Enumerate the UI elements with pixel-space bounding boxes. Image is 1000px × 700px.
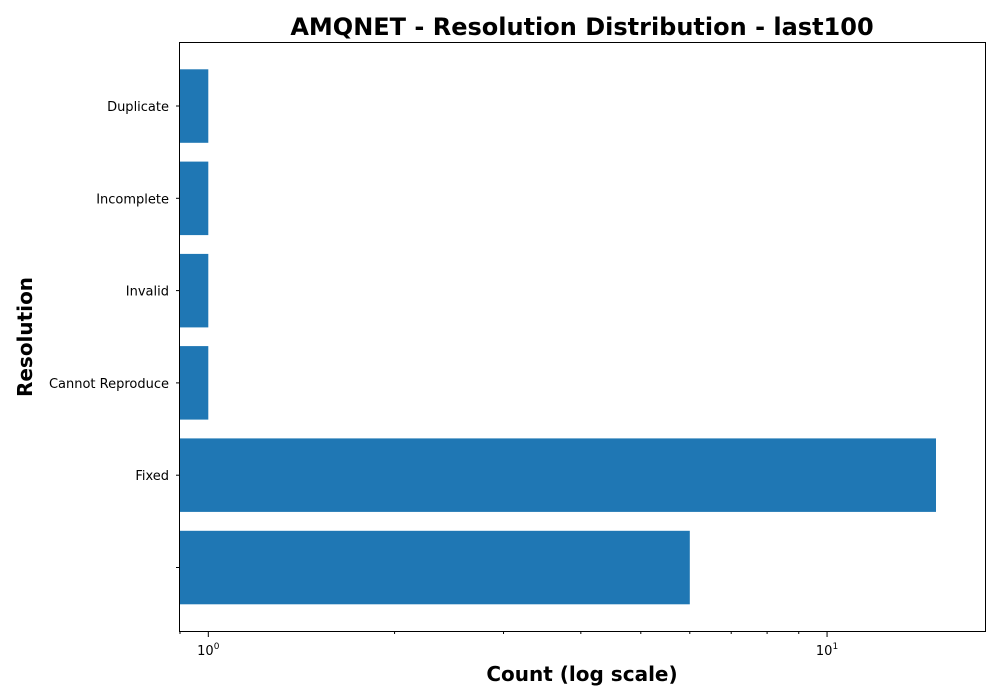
plot-frame xyxy=(179,42,986,632)
x-tick-label-0: 100 xyxy=(197,642,220,659)
bar-1 xyxy=(180,438,936,512)
y-tick-label-2: Cannot Reproduce xyxy=(49,377,169,392)
y-tick-label-5: Duplicate xyxy=(107,100,169,115)
bar-4 xyxy=(180,161,209,236)
y-tick-label-4: Incomplete xyxy=(96,192,169,207)
x-tick-label-1: 101 xyxy=(816,642,838,659)
bar-5 xyxy=(180,69,209,143)
bar-0 xyxy=(180,530,690,605)
y-tick-label-3: Invalid xyxy=(126,285,169,300)
bars-group xyxy=(180,69,936,605)
bar-3 xyxy=(180,253,209,328)
bar-2 xyxy=(180,346,209,420)
y-axis-label: Resolution xyxy=(13,277,37,397)
y-tick-label-1: Fixed xyxy=(135,469,169,484)
x-axis-label: Count (log scale) xyxy=(486,662,677,686)
chart-title: AMQNET - Resolution Distribution - last1… xyxy=(290,13,873,41)
ticks-group: Fixed Cannot Reproduce Invalid Incomplete Du… xyxy=(49,100,838,659)
